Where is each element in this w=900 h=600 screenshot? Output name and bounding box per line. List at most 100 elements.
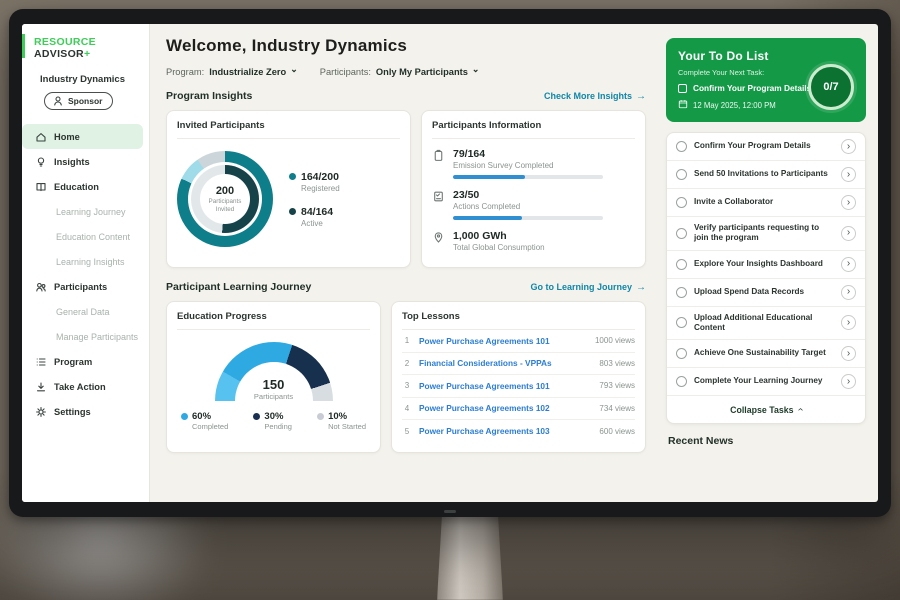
- download-icon: [35, 381, 47, 393]
- task-label: Send 50 Invitations to Participants: [694, 169, 828, 179]
- task-row-confirm-program[interactable]: Confirm Your Program Details: [667, 133, 865, 161]
- participants-filter-label: Participants:: [319, 66, 371, 77]
- task-label: Invite a Collaborator: [694, 197, 774, 207]
- section-title: Program Insights: [166, 90, 253, 102]
- donut-center-label: Participants Invited: [208, 198, 242, 213]
- task-row-upload-educational-content[interactable]: Upload Additional Educational Content: [667, 307, 865, 340]
- program-filter-select[interactable]: Industrialize Zero: [209, 66, 298, 77]
- dashboard-screen: RESOURCE ADVISOR+ Industry Dynamics Spon…: [22, 24, 878, 502]
- sidebar-item-label: Program: [54, 356, 93, 367]
- donut-center-value: 200: [215, 185, 235, 198]
- monitor-led: [444, 510, 456, 513]
- checkbox[interactable]: [676, 141, 687, 152]
- task-row-upload-spend-data[interactable]: Upload Spend Data Records: [667, 279, 865, 307]
- logo-primary: RESOURCE: [34, 36, 96, 48]
- task-row-achieve-sustainability-target[interactable]: Achieve One Sustainability Target: [667, 340, 865, 368]
- checkbox[interactable]: [676, 286, 687, 298]
- checkbox[interactable]: [676, 317, 687, 329]
- lesson-link[interactable]: Power Purchase Agreements 103: [419, 426, 550, 437]
- book-icon: [35, 181, 47, 193]
- chevron-right-icon[interactable]: [841, 374, 856, 389]
- bulb-icon: [35, 156, 47, 168]
- checkbox[interactable]: [676, 169, 687, 180]
- lesson-link[interactable]: Financial Considerations - VPPAs: [419, 358, 552, 369]
- sidebar-item-insights[interactable]: Insights: [22, 149, 149, 174]
- chevron-right-icon[interactable]: [841, 315, 856, 331]
- chevron-right-icon[interactable]: [841, 167, 856, 182]
- task-label: Complete Your Learning Journey: [694, 376, 823, 386]
- lesson-link[interactable]: Power Purchase Agreements 101: [419, 380, 550, 391]
- todo-next-task-date: 12 May 2025, 12:00 PM: [678, 99, 854, 111]
- legend-active: 84/164 Active: [289, 206, 340, 228]
- checkbox[interactable]: [678, 83, 687, 93]
- app-logo: RESOURCE ADVISOR+: [22, 36, 149, 60]
- pin-icon: [432, 231, 445, 244]
- todo-tasks-card: Confirm Your Program Details Send 50 Inv…: [666, 132, 866, 424]
- legend-completed: 60% Completed: [181, 411, 228, 431]
- checkbox[interactable]: [676, 258, 687, 270]
- legend-value: 60%: [192, 411, 212, 422]
- list-icon: [35, 356, 47, 368]
- checkbox[interactable]: [676, 376, 687, 387]
- lesson-link[interactable]: Power Purchase Agreements 102: [419, 403, 550, 414]
- sidebar-item-manage-participants[interactable]: Manage Participants: [22, 324, 149, 349]
- sponsor-badge-label: Sponsor: [68, 96, 103, 106]
- task-row-send-invitations[interactable]: Send 50 Invitations to Participants: [667, 161, 865, 189]
- task-row-explore-insights[interactable]: Explore Your Insights Dashboard: [667, 251, 865, 279]
- chevron-right-icon[interactable]: [841, 346, 856, 361]
- legend-registered: 164/200 Registered: [289, 171, 340, 193]
- sidebar-item-education[interactable]: Education: [22, 174, 149, 199]
- lesson-rank: 4: [404, 403, 410, 413]
- checkbox[interactable]: [676, 227, 687, 239]
- chevron-right-icon[interactable]: [841, 225, 856, 241]
- lesson-views: 803 views: [599, 358, 635, 368]
- stat-value: 1,000 GWh: [453, 230, 507, 242]
- invited-participants-donut-chart: 200 Participants Invited: [177, 151, 273, 247]
- logo-secondary: ADVISOR: [34, 48, 84, 60]
- date-label: 12 May 2025, 12:00 PM: [693, 100, 776, 110]
- sidebar-item-settings[interactable]: Settings: [22, 399, 149, 424]
- sidebar-item-program[interactable]: Program: [22, 349, 149, 374]
- program-filter-value: Industrialize Zero: [209, 66, 287, 77]
- task-row-verify-participants[interactable]: Verify participants requesting to join t…: [667, 217, 865, 251]
- sidebar-item-learning-journey[interactable]: Learning Journey: [22, 199, 149, 224]
- legend-label: Pending: [264, 422, 292, 431]
- legend-value: 30%: [264, 411, 284, 422]
- lesson-link[interactable]: Power Purchase Agreements 101: [419, 335, 550, 346]
- chevron-right-icon[interactable]: [841, 256, 856, 272]
- go-to-learning-journey-link[interactable]: Go to Learning Journey: [530, 282, 646, 293]
- chevron-right-icon[interactable]: [841, 139, 856, 154]
- check-more-insights-link[interactable]: Check More Insights: [544, 91, 646, 102]
- recent-news-title: Recent News: [668, 435, 734, 447]
- legend-dot: [253, 413, 261, 420]
- program-filter-label: Program:: [166, 66, 205, 77]
- program-filter: Program: Industrialize Zero: [166, 66, 298, 77]
- sidebar-item-take-action[interactable]: Take Action: [22, 374, 149, 399]
- checkbox[interactable]: [676, 197, 687, 208]
- sidebar-item-general-data[interactable]: General Data: [22, 299, 149, 324]
- education-progress-card: Education Progress 150 Participants 60% …: [166, 301, 381, 453]
- sidebar-item-home[interactable]: Home: [22, 124, 143, 149]
- chevron-right-icon[interactable]: [841, 284, 856, 300]
- sidebar-item-participants[interactable]: Participants: [22, 274, 149, 299]
- sponsor-badge[interactable]: Sponsor: [44, 92, 114, 110]
- collapse-label: Collapse Tasks: [730, 404, 794, 415]
- lesson-rank: 5: [404, 426, 410, 436]
- chevron-down-icon: [290, 66, 298, 77]
- task-row-complete-learning-journey[interactable]: Complete Your Learning Journey: [667, 368, 865, 396]
- sidebar-item-education-content[interactable]: Education Content: [22, 224, 149, 249]
- logo-plus: +: [83, 48, 91, 60]
- insights-cards: Invited Participants 200 Participants In…: [166, 110, 646, 268]
- lesson-views: 1000 views: [594, 336, 635, 346]
- checkbox[interactable]: [676, 348, 687, 359]
- main-content: Welcome, Industry Dynamics Program: Indu…: [150, 24, 656, 502]
- sidebar-item-learning-insights[interactable]: Learning Insights: [22, 249, 149, 274]
- calendar-icon: [678, 99, 688, 111]
- lesson-row: 3 Power Purchase Agreements 101 793 view…: [402, 375, 635, 398]
- gauge-center-label: Participants: [253, 392, 294, 401]
- todo-title: Your To Do List: [678, 49, 769, 63]
- participants-filter-select[interactable]: Only My Participants: [376, 66, 480, 77]
- task-row-invite-collaborator[interactable]: Invite a Collaborator: [667, 189, 865, 217]
- collapse-tasks-button[interactable]: Collapse Tasks: [667, 396, 865, 423]
- chevron-right-icon[interactable]: [841, 195, 856, 210]
